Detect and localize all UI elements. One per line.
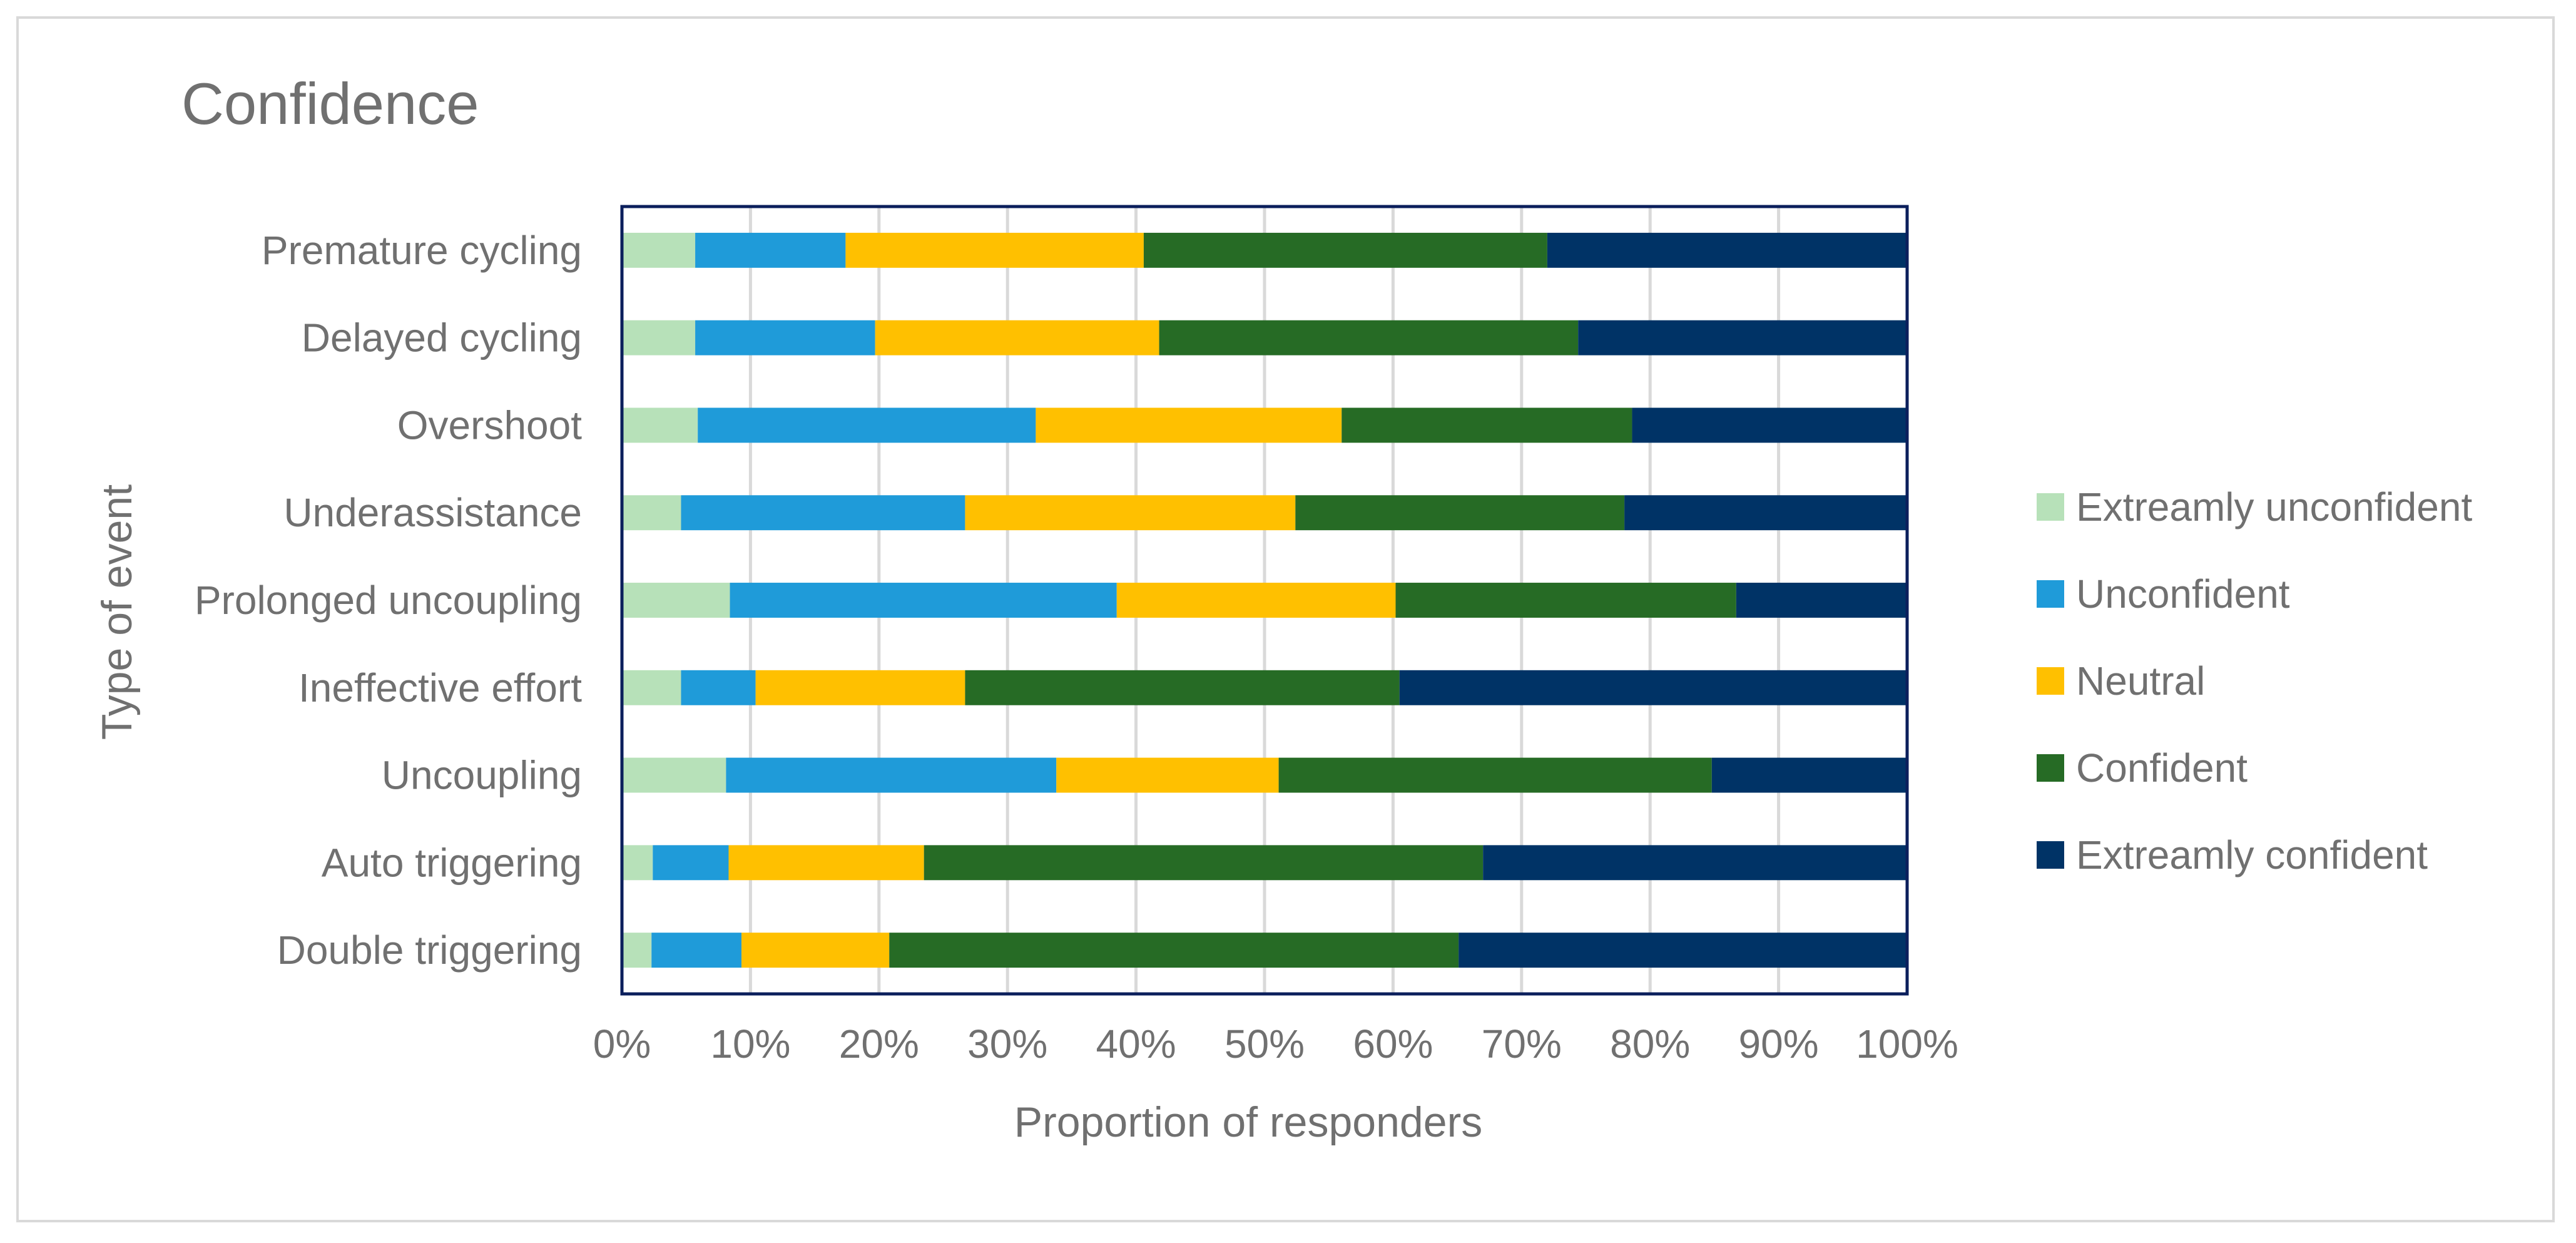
bar-segment	[622, 407, 698, 443]
bar-segment	[695, 232, 846, 268]
bar-segment	[924, 845, 1484, 881]
bar-segment	[875, 320, 1159, 356]
bar-segment	[1116, 583, 1396, 618]
x-tick-labels: 0% 10% 20% 30% 40% 50% 60% 70% 80% 90% 100%	[593, 1021, 1958, 1067]
x-tick-label: 60%	[1353, 1021, 1433, 1067]
x-axis-label: Proportion of responders	[1014, 1098, 1482, 1146]
bar-segment	[1399, 670, 1907, 705]
bar-segment	[651, 933, 742, 968]
bar-segment	[728, 845, 924, 881]
y-axis-label: Type of event	[93, 484, 141, 740]
bar-segment	[622, 583, 730, 618]
y-category-label: Delayed cycling	[302, 315, 582, 361]
bar-segment	[755, 670, 965, 705]
bar-segment	[1159, 320, 1579, 356]
bar-segment	[622, 495, 681, 531]
y-category-label: Premature cycling	[262, 228, 582, 273]
x-tick-label: 40%	[1096, 1021, 1176, 1067]
x-tick-label: 20%	[839, 1021, 919, 1067]
bar-segment	[889, 933, 1459, 968]
stacked-bar-chart: Confidence 0% 10% 20% 30% 40% 50% 60% 70% 80% 90%…	[93, 71, 2472, 1146]
bar-segment	[681, 495, 965, 531]
legend-swatch	[2037, 493, 2064, 521]
legend-swatch	[2037, 754, 2064, 782]
x-tick-label: 90%	[1739, 1021, 1819, 1067]
bar-segment	[1143, 232, 1547, 268]
bar-segment	[622, 757, 726, 793]
bar-segment	[698, 407, 1036, 443]
legend-label: Extreamly confident	[2076, 832, 2428, 877]
chart-title: Confidence	[181, 71, 479, 136]
chart-frame: Confidence 0% 10% 20% 30% 40% 50% 60% 70% 80% 90%…	[16, 16, 2555, 1222]
x-tick-label: 80%	[1610, 1021, 1690, 1067]
plot-area-border	[620, 205, 1909, 996]
bar-segment	[1278, 757, 1712, 793]
bars	[622, 232, 1907, 968]
legend-label: Confident	[2076, 745, 2248, 790]
legend-swatch	[2037, 841, 2064, 869]
bar-segment	[1295, 495, 1625, 531]
bar-segment	[681, 670, 756, 705]
legend: Extreamly unconfident Unconfident Neutral C…	[2037, 484, 2472, 877]
bar-segment	[1547, 232, 1907, 268]
legend-label: Neutral	[2076, 658, 2205, 703]
bar-segment	[1578, 320, 1907, 356]
bar-segment	[965, 495, 1296, 531]
bar-segment	[622, 232, 696, 268]
bar-segment	[1711, 757, 1907, 793]
bar-segment	[1459, 933, 1907, 968]
y-category-label: Uncoupling	[382, 753, 582, 798]
bar-segment	[695, 320, 875, 356]
bar-segment	[1395, 583, 1736, 618]
bar-segment	[653, 845, 729, 881]
y-category-label: Underassistance	[283, 490, 582, 535]
bar-segment	[845, 232, 1144, 268]
legend-label: Unconfident	[2076, 571, 2290, 616]
bar-segment	[730, 583, 1117, 618]
y-category-label: Ineffective effort	[298, 665, 582, 710]
x-tick-label: 10%	[710, 1021, 790, 1067]
x-tick-label: 70%	[1482, 1021, 1562, 1067]
legend-label: Extreamly unconfident	[2076, 484, 2472, 529]
x-tick-label: 30%	[967, 1021, 1047, 1067]
x-tick-label: 0%	[593, 1021, 651, 1067]
bar-segment	[1036, 407, 1342, 443]
bar-segment	[1632, 407, 1907, 443]
x-tick-label: 100%	[1856, 1021, 1958, 1067]
legend-swatch	[2037, 667, 2064, 695]
bar-segment	[1483, 845, 1907, 881]
y-category-label: Auto triggering	[322, 840, 582, 885]
bar-segment	[622, 670, 681, 705]
bar-segment	[1624, 495, 1907, 531]
bar-segment	[622, 845, 653, 881]
y-category-label: Double triggering	[277, 928, 582, 973]
legend-swatch	[2037, 580, 2064, 608]
bar-segment	[741, 933, 890, 968]
bar-segment	[965, 670, 1400, 705]
y-category-labels: Premature cycling Delayed cycling Overshoo…	[195, 228, 582, 973]
bar-segment	[1736, 583, 1907, 618]
bar-segment	[1056, 757, 1279, 793]
x-tick-label: 50%	[1224, 1021, 1305, 1067]
bar-segment	[1341, 407, 1632, 443]
bar-segment	[622, 933, 652, 968]
bar-segment	[726, 757, 1057, 793]
y-category-label: Overshoot	[397, 402, 582, 448]
y-category-label: Prolonged uncoupling	[195, 578, 582, 623]
bar-segment	[622, 320, 696, 356]
